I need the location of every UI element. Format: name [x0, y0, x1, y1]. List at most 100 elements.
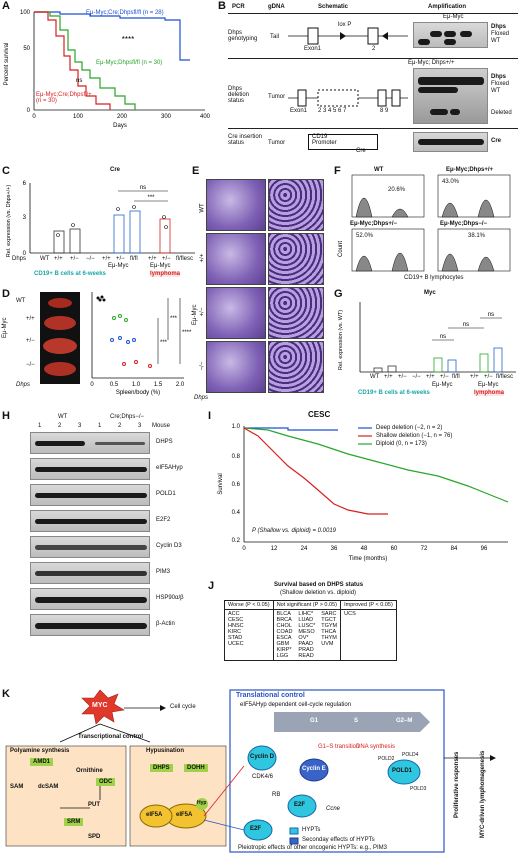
g-group-0: Eμ-Myc [432, 382, 453, 388]
k-phase-g2m: G2–M [396, 718, 413, 724]
b-row-tumor-1: Tumor [268, 94, 286, 100]
k-cell-cycle: Cell cycle [170, 704, 196, 710]
he-pp-high [268, 233, 324, 285]
spleen-photo [40, 292, 80, 384]
panel-label: F [334, 165, 341, 177]
b-r1-floxed: Floxed [491, 31, 510, 37]
he-pm-high [268, 287, 324, 339]
panel-label: H [2, 410, 10, 422]
legend-a-2: Eμ-Myc;Cre;Dhpsfl/+ (n = 30) [36, 92, 92, 104]
svg-text:0.5: 0.5 [110, 382, 119, 388]
g-x-1: +/+ [384, 374, 393, 380]
h-protein-4: Cyclin D3 [156, 543, 182, 549]
e-row-3: −/− [199, 361, 206, 371]
k-diagram-svg [5, 689, 496, 853]
b-r2-dhps: Dhps [491, 74, 506, 80]
he-wt-low [206, 179, 266, 231]
i-title: CESC [308, 410, 331, 419]
j-w-4: STAD [228, 635, 243, 641]
k-pold4: POLD4 [402, 752, 419, 758]
b-r2-deleted: Deleted [491, 110, 512, 116]
svg-text:0: 0 [32, 114, 36, 120]
svg-text:ns: ns [76, 78, 82, 84]
f-pct-3: 38.1% [468, 233, 486, 239]
svg-text:84: 84 [451, 546, 458, 552]
f-title-1: Eμ-Myc;Dhps+/+ [446, 167, 494, 173]
k-phase-g1: G1 [310, 718, 319, 724]
f-pct-1: 43.0% [442, 179, 460, 185]
svg-text:0.4: 0.4 [232, 510, 241, 516]
g-footer-lymphoma: lymphoma [474, 390, 505, 396]
d-xlabel: Spleen/body (%) [116, 390, 160, 396]
b-exon1: Exon1 [304, 46, 322, 52]
gel-deletion [413, 68, 488, 124]
d-row-wt: WT [16, 298, 26, 304]
j-i-0: UCS [344, 611, 356, 617]
gel-genotyping [413, 22, 488, 48]
panel-f: F WT Eμ-Myc;Dhps+/+ Eμ-Myc;Dhps+/− Eμ-My… [334, 165, 520, 285]
panel-label: I [208, 410, 212, 422]
k-myc: MYC [92, 702, 108, 709]
f-pct-2: 52.0% [356, 233, 374, 239]
panel-label: E [192, 165, 200, 177]
j-n2-3: MESO [298, 629, 315, 635]
survival-plot-a: 100 50 0 0 100 200 300 400 **** ns Perce… [4, 10, 211, 129]
k-amd1: AMD1 [30, 758, 54, 766]
panel-b: B PCR gDNA Schematic Amplification Dhps … [218, 0, 520, 160]
h-protein-3: E2F2 [156, 517, 171, 523]
b-header-amplification: Amplification [428, 4, 467, 10]
e-row-2: +/− [199, 307, 206, 317]
svg-text:12: 12 [271, 546, 278, 552]
b-lane-group: Eμ-Myc [443, 14, 464, 20]
wb-pim3 [30, 562, 150, 584]
c-group-0: Eμ-Myc [108, 263, 129, 269]
b-exons-end: 8 9 [380, 108, 389, 114]
k-e2f-mid: E2F [294, 802, 306, 808]
b-row-tail: Tail [270, 34, 280, 40]
k-transcriptional: Transcriptional control [78, 734, 144, 740]
wb-pold1 [30, 484, 150, 506]
c-x-6: fl/fl [130, 256, 138, 262]
j-w-5: UCEC [228, 641, 244, 647]
svg-text:0: 0 [23, 251, 27, 257]
b-r1-dhps: Dhps [491, 24, 506, 30]
d-row-2: +/− [26, 338, 35, 344]
k-legend-secondary: Seconday effects of HYPTs [302, 837, 375, 843]
svg-text:60: 60 [391, 546, 398, 552]
axis-xlabel-a: Days [113, 123, 127, 129]
svg-text:ns: ns [440, 334, 446, 340]
d-dot-plot: *** **** *** 0 0.5 1.0 1.5 2.0 Spleen/body (… [90, 292, 192, 396]
i-survival-plot: 1.0 0.8 0.6 0.4 0.2 0 12 24 36 48 60 72 84 96 Surviv… [218, 424, 509, 562]
svg-text:50: 50 [23, 46, 30, 52]
h-protein-1: eIF5AHyp [156, 465, 183, 471]
f-ylabel: Count [338, 241, 344, 257]
h-lane-5: 3 [138, 423, 142, 429]
svg-text:1.5: 1.5 [154, 382, 163, 388]
b-cd19: CD19 Promoter [312, 134, 337, 146]
k-pold1: POLD1 [392, 768, 413, 774]
c-x-0: WT [40, 256, 50, 262]
legend-a-1: Eμ-Myc;Dhpsfl/fl (n = 30) [96, 60, 163, 66]
svg-text:400: 400 [200, 114, 211, 120]
k-pleiotropic: Pleiotropic effects of other oncogenic H… [238, 845, 387, 851]
j-subtitle: (Shallow deletion vs. diploid) [280, 590, 357, 596]
k-sam: SAM [10, 784, 24, 790]
g-x-8: +/− [484, 374, 493, 380]
c-x-2: +/− [70, 256, 79, 262]
b-r1-wt: WT [491, 38, 501, 44]
panel-d: D WT +/+ +/− −/− Eμ-Myc Dhps *** **** **… [0, 288, 192, 400]
i-pvalue: P (Shallow vs. diploid) = 0.0019 [252, 528, 336, 534]
legend-a-0: Eμ-Myc;Cre;Dhpsfl/fl (n = 28) [86, 10, 164, 16]
b-exon2: 2 [372, 46, 376, 52]
k-eif5a-right: eIF5A [176, 812, 193, 818]
f-histograms: Count [338, 174, 511, 272]
k-translational-title: Translational control [236, 692, 305, 699]
e-row-1: +/+ [199, 253, 206, 263]
b-row-cre: Cre insertion status [228, 134, 263, 146]
svg-text:0.2: 0.2 [232, 538, 241, 544]
svg-text:2.0: 2.0 [176, 382, 185, 388]
svg-text:ns: ns [463, 322, 469, 328]
gel-cre [413, 132, 488, 152]
wb-dhps [30, 432, 150, 454]
